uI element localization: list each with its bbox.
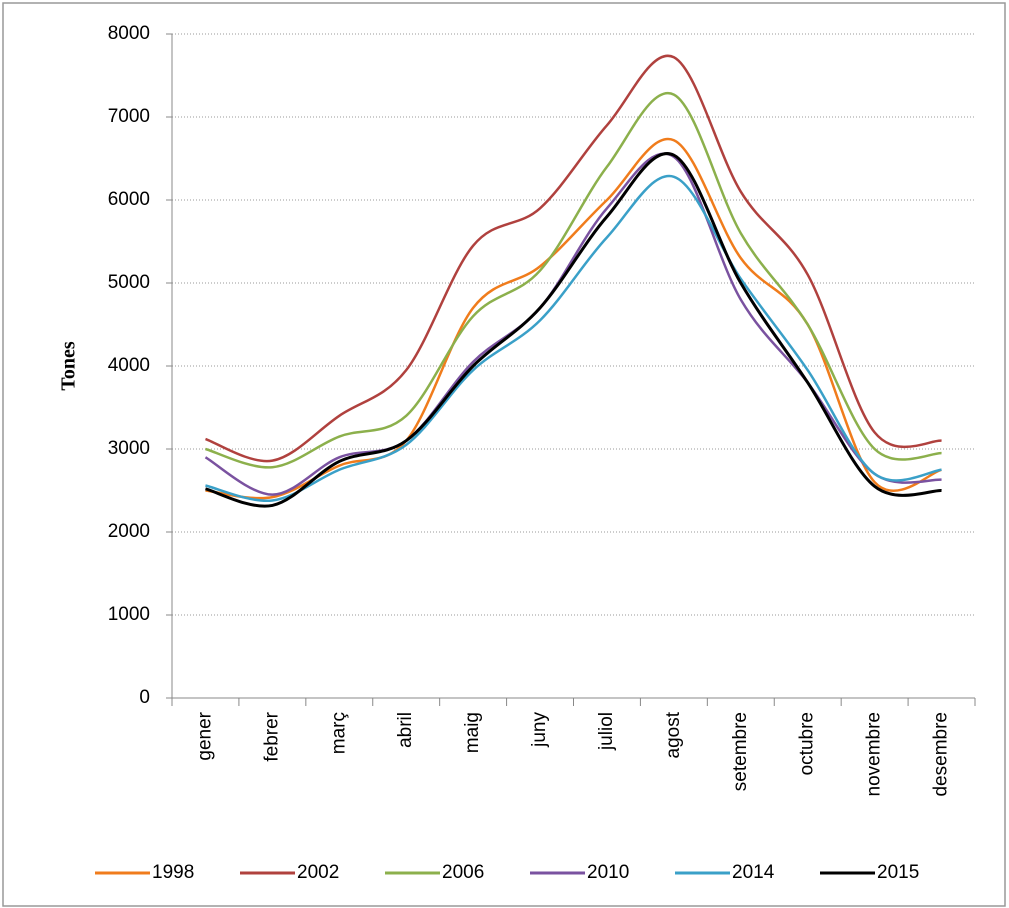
line xyxy=(205,174,942,502)
x-tick-label: novembre xyxy=(864,712,885,797)
line xyxy=(205,91,942,469)
x-tick-label: abril xyxy=(395,712,416,748)
x-tick-label: agost xyxy=(663,711,684,758)
x-tick-label: febrer xyxy=(261,711,282,761)
y-tick-label: 1000 xyxy=(108,604,150,625)
line xyxy=(205,54,942,463)
legend-label: 2014 xyxy=(732,862,775,883)
line xyxy=(205,137,942,500)
legend-label: 2010 xyxy=(587,862,629,883)
legend-label: 2006 xyxy=(442,862,484,883)
line xyxy=(205,152,942,508)
y-tick-label: 4000 xyxy=(108,355,150,376)
x-tick-label: juliol xyxy=(596,712,617,751)
y-axis-label: Tones xyxy=(58,341,80,391)
x-tick-label: gener xyxy=(194,711,215,760)
y-tick-label: 7000 xyxy=(108,106,150,127)
legend-label: 2002 xyxy=(297,862,339,883)
x-tick-label: juny xyxy=(529,712,550,748)
x-tick-label: maig xyxy=(462,712,483,753)
legend-label: 2015 xyxy=(877,862,919,883)
x-tick-label: setembre xyxy=(730,712,751,791)
y-tick-label: 5000 xyxy=(108,272,150,293)
y-tick-label: 6000 xyxy=(108,189,150,210)
x-tick-label: octubre xyxy=(797,712,818,775)
y-tick-label: 3000 xyxy=(108,438,150,459)
y-tick-label: 8000 xyxy=(108,23,150,44)
x-tick-label: desembre xyxy=(931,712,952,797)
x-tick-label: març xyxy=(328,712,349,754)
y-tick-label: 2000 xyxy=(108,521,150,542)
y-tick-label: 0 xyxy=(139,687,150,708)
legend-label: 1998 xyxy=(152,862,194,883)
